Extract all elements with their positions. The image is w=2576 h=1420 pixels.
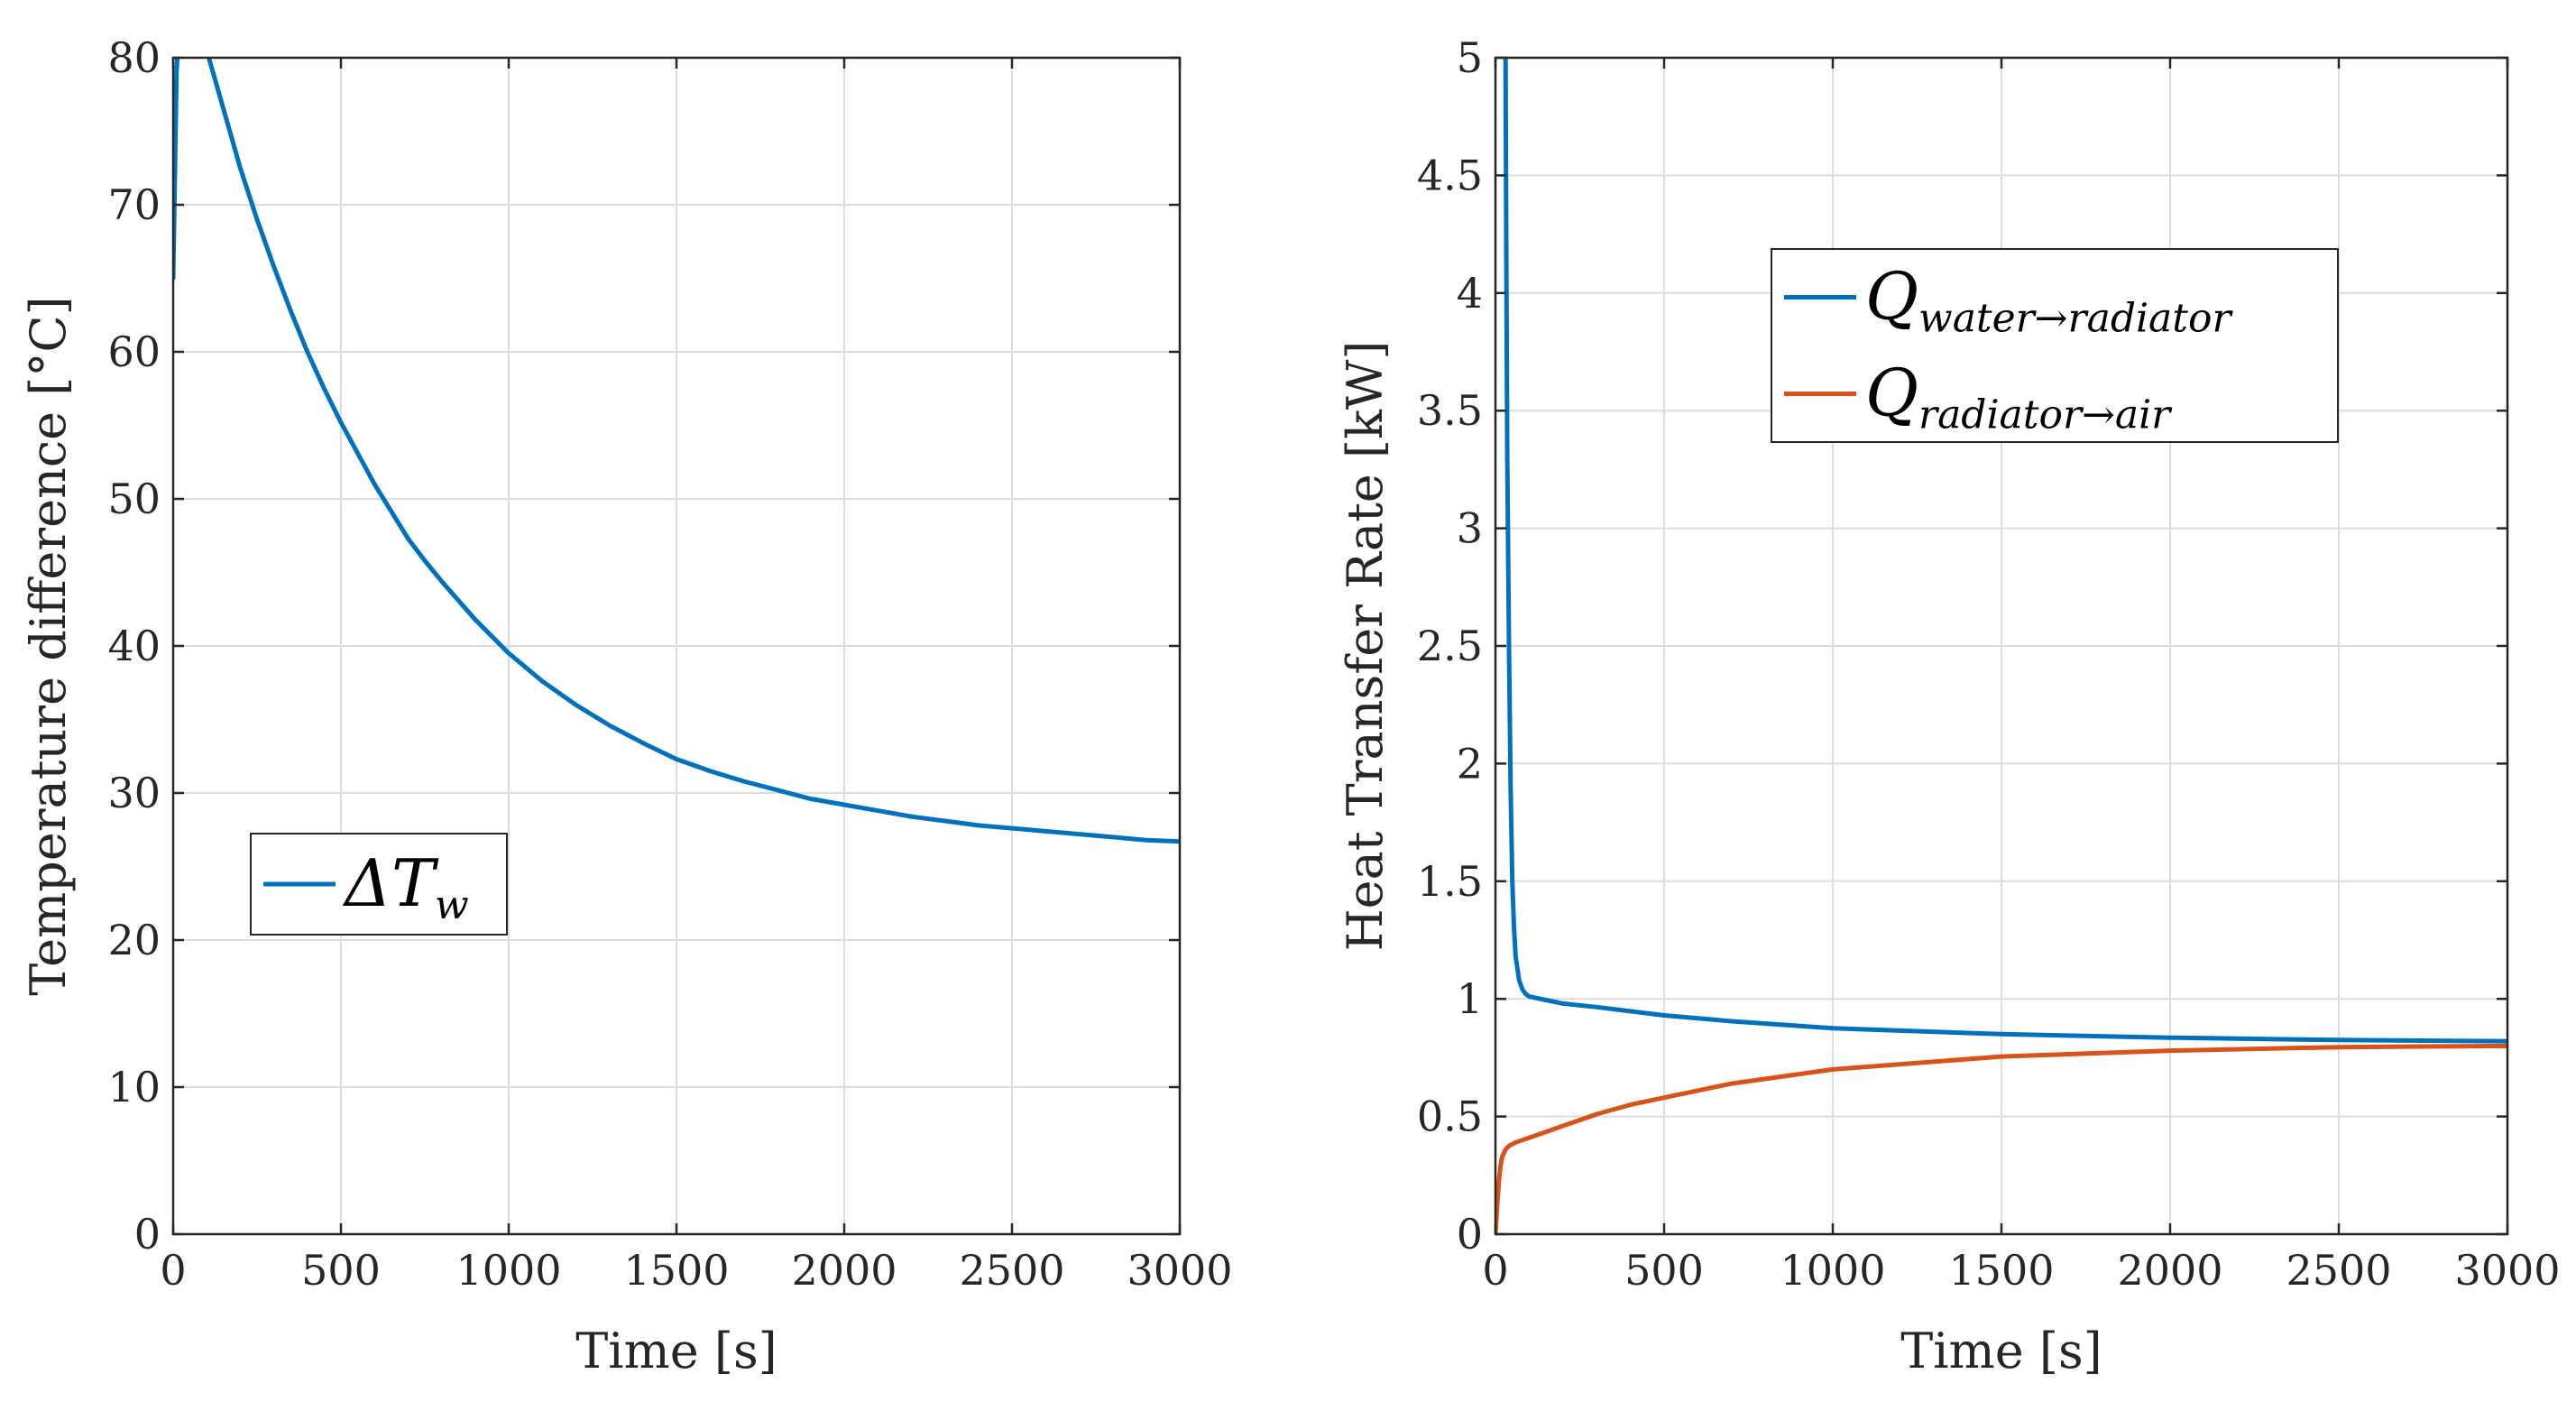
- y-tick-label: 2.5: [1417, 622, 1483, 670]
- temperature-y-axis-label: Temperature difference [°C]: [20, 296, 77, 995]
- y-tick-label: 4: [1457, 269, 1483, 318]
- legend-main-symbol: Q: [1865, 259, 1918, 335]
- legend-entry: ΔTw: [342, 845, 469, 928]
- x-tick-label: 0: [1482, 1246, 1508, 1295]
- x-tick-label: 3000: [2454, 1246, 2560, 1295]
- x-tick-label: 0: [160, 1246, 186, 1295]
- legend-entry: Qwater→radiator: [1865, 259, 2233, 342]
- x-tick-label: 1500: [1948, 1246, 2054, 1295]
- x-tick-label: 500: [301, 1246, 381, 1295]
- y-tick-label: 5: [1457, 33, 1483, 82]
- legend-main-symbol: ΔT: [342, 845, 439, 921]
- y-tick-label: 2: [1457, 739, 1483, 788]
- legend-subscript: w: [435, 882, 469, 928]
- y-tick-label: 3: [1457, 504, 1483, 553]
- temperature-series: [173, 58, 1180, 844]
- heat-transfer-x-axis-label: Time [s]: [1900, 1323, 2102, 1379]
- y-tick-label: 50: [107, 475, 161, 523]
- x-tick-label: 2000: [2117, 1246, 2222, 1295]
- y-tick-label: 0: [134, 1210, 161, 1259]
- series-line-2: [1495, 1043, 2507, 1234]
- y-tick-label: 40: [107, 622, 161, 670]
- y-tick-label: 20: [107, 916, 161, 964]
- x-tick-label: 3000: [1127, 1246, 1232, 1295]
- legend-main-symbol: Q: [1865, 355, 1918, 431]
- temperature-chart: 0 500 1000 1500 2000 2500 3000 0 10 20 30 40 50 60 70 8…: [20, 33, 1233, 1379]
- x-tick-label: 1000: [455, 1246, 561, 1295]
- legend-box: [1771, 248, 2339, 443]
- x-tick-label: 1500: [623, 1246, 729, 1295]
- series-line-1: [173, 58, 1180, 844]
- series-line-1: [1503, 58, 2507, 1044]
- heat-transfer-chart: 0 500 1000 1500 2000 2500 3000 0 0.5 1 1.5 2 2.5 3 3.5…: [1337, 33, 2561, 1379]
- y-tick-label: 70: [107, 180, 161, 229]
- y-tick-label: 3.5: [1417, 386, 1483, 435]
- temperature-grid: [173, 58, 1180, 1234]
- y-tick-label: 30: [107, 769, 161, 817]
- temperature-x-axis-label: Time [s]: [575, 1323, 777, 1379]
- x-tick-label: 2500: [2286, 1246, 2391, 1295]
- x-tick-label: 2500: [959, 1246, 1064, 1295]
- x-tick-label: 1000: [1780, 1246, 1885, 1295]
- y-tick-label: 0: [1457, 1210, 1483, 1259]
- legend-subscript: water→radiator: [1918, 296, 2233, 342]
- temperature-legend: ΔTw: [250, 833, 508, 936]
- y-tick-label: 60: [107, 327, 161, 376]
- heat-transfer-series: [1495, 58, 2507, 1234]
- y-tick-label: 4.5: [1417, 151, 1483, 199]
- heat-transfer-ticks: 0 500 1000 1500 2000 2500 3000 0 0.5 1 1.5 2 2.5 3 3.5…: [1417, 33, 2561, 1295]
- y-tick-label: 80: [107, 33, 161, 82]
- x-tick-label: 2000: [791, 1246, 897, 1295]
- heat-transfer-y-axis-label: Heat Transfer Rate [kW]: [1337, 341, 1394, 952]
- x-tick-label: 500: [1624, 1246, 1704, 1295]
- y-tick-label: 10: [107, 1063, 161, 1111]
- temperature-ticks: 0 500 1000 1500 2000 2500 3000 0 10 20 30 40 50 60 70 8…: [107, 33, 1232, 1295]
- y-tick-label: 1.5: [1417, 857, 1483, 906]
- y-tick-label: 0.5: [1417, 1093, 1483, 1141]
- legend-subscript: radiator→air: [1918, 392, 2173, 438]
- y-tick-label: 1: [1457, 974, 1483, 1023]
- legend-entry: Qradiator→air: [1865, 355, 2173, 438]
